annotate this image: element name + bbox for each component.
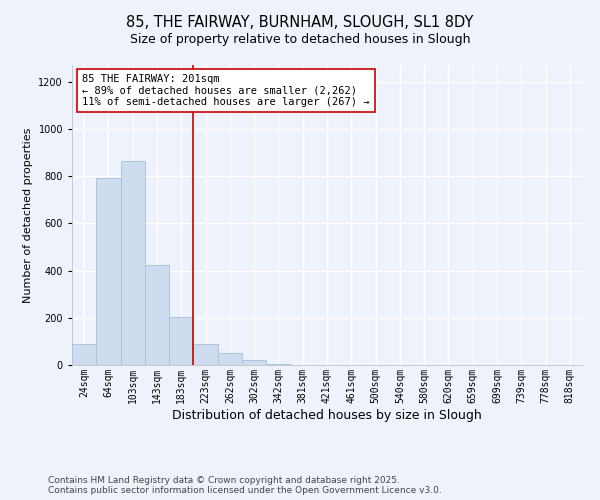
- Text: 85, THE FAIRWAY, BURNHAM, SLOUGH, SL1 8DY: 85, THE FAIRWAY, BURNHAM, SLOUGH, SL1 8D…: [127, 15, 473, 30]
- X-axis label: Distribution of detached houses by size in Slough: Distribution of detached houses by size …: [172, 408, 482, 422]
- Bar: [96, 178, 121, 365]
- Bar: [121, 160, 145, 365]
- Text: Size of property relative to detached houses in Slough: Size of property relative to detached ho…: [130, 32, 470, 46]
- Text: 85 THE FAIRWAY: 201sqm
← 89% of detached houses are smaller (2,262)
11% of semi-: 85 THE FAIRWAY: 201sqm ← 89% of detached…: [82, 74, 370, 107]
- Bar: [218, 353, 242, 365]
- Bar: [145, 264, 169, 365]
- Bar: [72, 344, 96, 365]
- Bar: [169, 316, 193, 365]
- Bar: [242, 360, 266, 365]
- Y-axis label: Number of detached properties: Number of detached properties: [23, 128, 33, 302]
- Bar: [266, 364, 290, 365]
- Bar: [193, 344, 218, 365]
- Text: Contains HM Land Registry data © Crown copyright and database right 2025.
Contai: Contains HM Land Registry data © Crown c…: [48, 476, 442, 495]
